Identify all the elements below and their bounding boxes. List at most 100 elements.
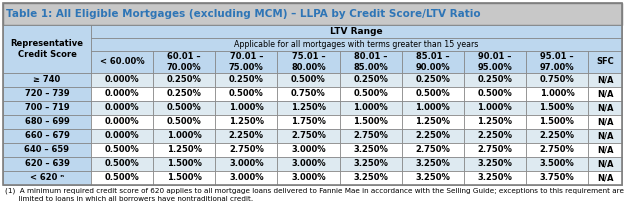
Text: 1.000%: 1.000% <box>229 103 264 112</box>
Text: 0.500%: 0.500% <box>229 90 264 99</box>
Bar <box>215 129 278 143</box>
Bar <box>278 115 339 129</box>
Bar <box>402 87 464 101</box>
Bar <box>215 143 278 157</box>
Bar <box>153 51 215 73</box>
Text: 0.250%: 0.250% <box>229 75 264 84</box>
Bar <box>215 115 278 129</box>
Bar <box>91 87 153 101</box>
Bar <box>278 171 339 185</box>
Text: 2.750%: 2.750% <box>415 145 450 154</box>
Bar <box>153 115 215 129</box>
Text: 620 – 639: 620 – 639 <box>24 160 69 169</box>
Bar <box>3 25 91 73</box>
Bar <box>278 87 339 101</box>
Bar <box>588 129 622 143</box>
Text: 0.000%: 0.000% <box>105 75 139 84</box>
Bar <box>91 25 622 38</box>
Text: 3.250%: 3.250% <box>353 173 388 183</box>
Bar <box>339 143 402 157</box>
Bar <box>215 157 278 171</box>
Bar <box>3 87 91 101</box>
Bar <box>278 157 339 171</box>
Text: 2.250%: 2.250% <box>539 132 574 141</box>
Bar <box>91 73 153 87</box>
Text: Table 1: All Eligible Mortgages (excluding MCM) – LLPA by Credit Score/LTV Ratio: Table 1: All Eligible Mortgages (excludi… <box>6 9 481 19</box>
Text: 3.000%: 3.000% <box>291 173 326 183</box>
Bar <box>526 143 588 157</box>
Text: 0.500%: 0.500% <box>415 90 450 99</box>
Text: 95.01 –
97.00%: 95.01 – 97.00% <box>539 52 574 72</box>
Text: 3.250%: 3.250% <box>415 160 450 169</box>
Text: 0.250%: 0.250% <box>353 75 388 84</box>
Text: 3.000%: 3.000% <box>291 160 326 169</box>
Text: N/A: N/A <box>597 173 613 183</box>
Bar <box>588 87 622 101</box>
Bar <box>402 157 464 171</box>
Bar <box>3 3 622 25</box>
Bar <box>588 171 622 185</box>
Bar <box>464 143 526 157</box>
Text: (1)  A minimum required credit score of 620 applies to all mortgage loans delive: (1) A minimum required credit score of 6… <box>5 188 624 194</box>
Text: 0.500%: 0.500% <box>167 103 201 112</box>
Bar <box>464 171 526 185</box>
Bar <box>464 115 526 129</box>
Bar <box>402 171 464 185</box>
Text: 0.250%: 0.250% <box>167 90 202 99</box>
Text: 0.250%: 0.250% <box>478 75 512 84</box>
Bar <box>339 115 402 129</box>
Text: 1.000%: 1.000% <box>539 90 574 99</box>
Bar <box>91 51 153 73</box>
Text: 85.01 –
90.00%: 85.01 – 90.00% <box>416 52 450 72</box>
Text: 1.500%: 1.500% <box>167 173 202 183</box>
Bar <box>215 87 278 101</box>
Bar <box>339 101 402 115</box>
Bar <box>91 129 153 143</box>
Text: 1.250%: 1.250% <box>291 103 326 112</box>
Text: 0.750%: 0.750% <box>539 75 574 84</box>
Bar <box>339 157 402 171</box>
Text: 1.000%: 1.000% <box>415 103 450 112</box>
Text: 90.01 –
95.00%: 90.01 – 95.00% <box>478 52 512 72</box>
Text: 3.250%: 3.250% <box>478 173 512 183</box>
Text: Applicable for all mortgages with terms greater than 15 years: Applicable for all mortgages with terms … <box>234 40 479 49</box>
Bar <box>3 3 622 185</box>
Bar <box>339 129 402 143</box>
Bar <box>339 171 402 185</box>
Text: 80.01 –
85.00%: 80.01 – 85.00% <box>353 52 388 72</box>
Bar <box>588 115 622 129</box>
Bar <box>588 157 622 171</box>
Text: 720 – 739: 720 – 739 <box>25 90 69 99</box>
Bar <box>153 101 215 115</box>
Text: 1.250%: 1.250% <box>229 118 264 126</box>
Bar <box>215 171 278 185</box>
Bar <box>215 51 278 73</box>
Text: 2.250%: 2.250% <box>478 132 512 141</box>
Text: 60.01 –
70.00%: 60.01 – 70.00% <box>167 52 201 72</box>
Bar <box>215 101 278 115</box>
Bar <box>526 51 588 73</box>
Text: 3.250%: 3.250% <box>478 160 512 169</box>
Bar <box>526 129 588 143</box>
Text: 3.250%: 3.250% <box>415 173 450 183</box>
Text: N/A: N/A <box>597 132 613 141</box>
Text: 0.000%: 0.000% <box>105 103 139 112</box>
Bar <box>402 115 464 129</box>
Bar <box>91 143 153 157</box>
Text: N/A: N/A <box>597 90 613 99</box>
Bar <box>402 129 464 143</box>
Bar <box>402 51 464 73</box>
Text: 2.750%: 2.750% <box>539 145 574 154</box>
Text: 0.000%: 0.000% <box>105 132 139 141</box>
Bar <box>464 87 526 101</box>
Text: 2.250%: 2.250% <box>229 132 264 141</box>
Text: limited to loans in which all borrowers have nontraditional credit.: limited to loans in which all borrowers … <box>5 196 253 202</box>
Bar <box>464 129 526 143</box>
Bar <box>153 87 215 101</box>
Bar <box>526 101 588 115</box>
Bar <box>91 171 153 185</box>
Text: 1.250%: 1.250% <box>415 118 450 126</box>
Text: 2.750%: 2.750% <box>478 145 512 154</box>
Text: 1.500%: 1.500% <box>353 118 388 126</box>
Text: 2.750%: 2.750% <box>353 132 388 141</box>
